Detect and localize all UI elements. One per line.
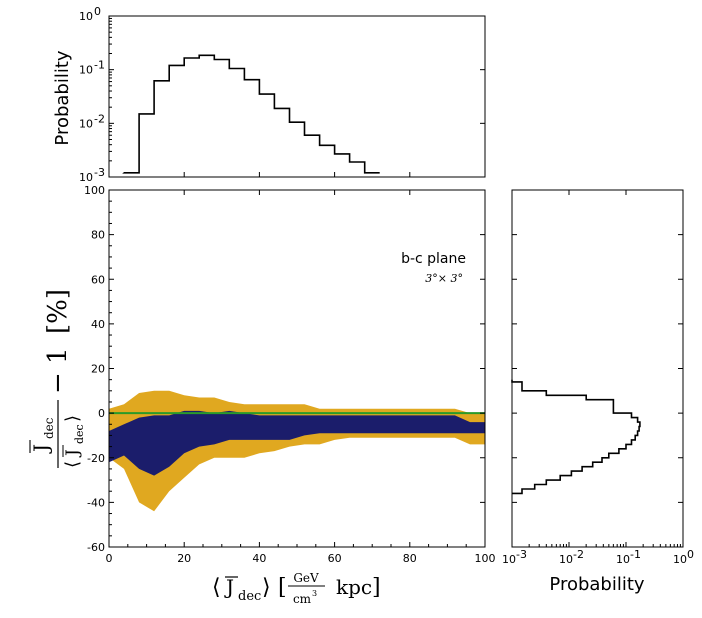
y-tick-label: -60 [87, 541, 105, 554]
main-panel: 0 20 40 60 80 100 -60 -40 -20 0 20 40 60 80 100 b-c p… [29, 184, 496, 606]
x-tick-label: 100 [475, 552, 496, 565]
xlabel-sub: dec [238, 589, 261, 604]
y-tick-label: -40 [87, 496, 105, 509]
top-y-tick-base: 10 [79, 10, 93, 23]
y-tick-label: 40 [91, 318, 105, 331]
main-x-ticks: 0 20 40 60 80 100 [106, 190, 496, 565]
right-x-ticks: 10 -3 10 -2 10 -1 10 0 [502, 189, 694, 566]
top-y-tick-base: 10 [79, 64, 93, 77]
x-tick-label: 80 [403, 552, 417, 565]
xlabel-unit-den-exp: 3 [312, 589, 317, 598]
xlabel-open: ⟨ [212, 575, 221, 600]
x-tick-label: 20 [177, 552, 191, 565]
xlabel-j: J [224, 575, 234, 599]
ylabel-den-close: ⟩ [62, 415, 83, 422]
top-y-tick-exp: -2 [94, 112, 105, 125]
top-y-tick-exp: -1 [94, 59, 105, 72]
main-xlabel: ⟨ J dec ⟩ [ GeV cm 3 kpc ] [212, 571, 381, 606]
inner-band [109, 410, 485, 476]
y-tick-label: 60 [91, 273, 105, 286]
y-tick-label: 100 [84, 184, 105, 197]
xlabel-unit-den: cm [293, 592, 312, 606]
right-xlabel: Probability [549, 574, 644, 595]
top-histogram-steps [122, 54, 380, 174]
xlabel-lbracket: [ [278, 575, 287, 600]
top-axes-frame [108, 15, 486, 178]
y-tick-label: 0 [98, 407, 105, 420]
ylabel-den-j: J [63, 449, 83, 458]
ylabel-num-j: J [29, 444, 53, 454]
top-y-tick-base: 10 [79, 117, 93, 130]
right-x-tick-exp: -1 [630, 548, 641, 561]
top-y-tick-exp: -3 [94, 166, 105, 179]
top-y-tick-exp: 0 [94, 5, 101, 18]
y-tick-label: 80 [91, 229, 105, 242]
xlabel-unit-num: GeV [293, 571, 319, 585]
right-x-tick-base: 10 [502, 553, 516, 566]
right-x-tick-exp: -3 [516, 548, 527, 561]
xlabel-close: ⟩ [262, 575, 271, 600]
right-x-tick-exp: -2 [573, 548, 584, 561]
right-x-tick-exp: 0 [687, 548, 694, 561]
main-y-ticks: -60 -40 -20 0 20 40 60 80 100 [84, 184, 485, 554]
x-tick-label: 0 [106, 552, 113, 565]
y-tick-label: -20 [87, 452, 105, 465]
ylabel-den-open: ⟨ [62, 461, 83, 468]
ylabel-percent: [%] [43, 289, 73, 334]
right-x-tick-base: 10 [616, 553, 630, 566]
right-x-tick-base: 10 [673, 553, 687, 566]
right-histogram-steps [511, 379, 641, 495]
y-tick-label: 20 [91, 363, 105, 376]
ylabel-den-sub: dec [73, 424, 86, 444]
ylabel-num-sub: dec [42, 417, 56, 439]
top-y-tick-base: 10 [79, 171, 93, 184]
annotation-plane: b-c plane [401, 251, 466, 267]
xlabel-kpc: kpc [336, 575, 372, 599]
x-tick-label: 60 [328, 552, 342, 565]
right-axes-frame [511, 189, 684, 548]
right-histogram-panel: 10 -3 10 -2 10 -1 10 0 Probability [502, 189, 694, 595]
top-ylabel: Probability [52, 50, 73, 145]
xlabel-rbracket: ] [372, 575, 381, 600]
right-x-tick-base: 10 [559, 553, 573, 566]
annotation-size: 3°× 3° [425, 272, 463, 285]
ylabel-minus-one: − 1 [43, 347, 73, 394]
main-ylabel: J dec ⟨ J dec ⟩ − 1 [%] [29, 289, 86, 468]
x-tick-label: 40 [252, 552, 266, 565]
